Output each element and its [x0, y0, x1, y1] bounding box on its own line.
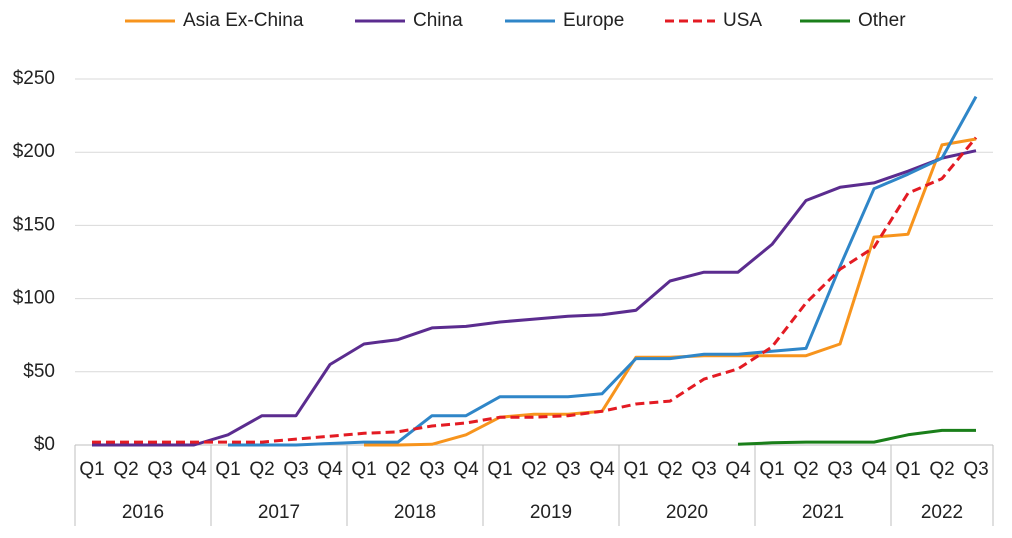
x-tick-label: Q3	[147, 459, 172, 480]
x-tick-label: Q2	[249, 459, 274, 480]
x-group-label: 2022	[921, 502, 963, 523]
x-group-label: 2021	[802, 502, 844, 523]
y-tick-label: $200	[13, 141, 55, 162]
x-tick-label: Q4	[317, 459, 343, 480]
x-tick-label: Q3	[283, 459, 308, 480]
x-tick-label: Q3	[963, 459, 988, 480]
x-tick-label: Q2	[521, 459, 546, 480]
x-tick-label: Q2	[793, 459, 818, 480]
series-line	[92, 149, 977, 447]
series-line	[737, 428, 976, 446]
x-tick-label: Q3	[555, 459, 580, 480]
x-tick-label: Q4	[725, 459, 751, 480]
y-tick-label: $150	[13, 214, 55, 235]
y-tick-label: $50	[23, 361, 55, 382]
x-tick-label: Q1	[759, 459, 784, 480]
x-tick-label: Q1	[351, 459, 376, 480]
x-group-label: 2018	[394, 502, 436, 523]
legend-label: USA	[723, 10, 762, 31]
x-tick-label: Q2	[657, 459, 682, 480]
legend-label: China	[413, 10, 463, 31]
x-tick-label: Q4	[181, 459, 207, 480]
x-group-label: 2017	[258, 502, 300, 523]
series-line	[228, 95, 978, 447]
y-tick-label: $100	[13, 288, 55, 309]
x-group-label: 2019	[530, 502, 572, 523]
x-group-label: 2016	[122, 502, 164, 523]
y-tick-label: $0	[34, 434, 55, 455]
x-tick-label: Q1	[215, 459, 240, 480]
x-tick-label: Q3	[827, 459, 852, 480]
x-group-label: 2020	[666, 502, 708, 523]
legend-label: Other	[858, 10, 906, 31]
x-tick-label: Q1	[79, 459, 104, 480]
x-tick-label: Q2	[385, 459, 410, 480]
x-tick-label: Q4	[453, 459, 479, 480]
x-tick-label: Q1	[487, 459, 512, 480]
x-tick-label: Q2	[113, 459, 138, 480]
y-tick-label: $250	[13, 68, 55, 89]
x-tick-label: Q3	[419, 459, 444, 480]
x-tick-label: Q2	[929, 459, 954, 480]
series-line	[92, 136, 978, 444]
x-tick-label: Q1	[623, 459, 648, 480]
x-tick-label: Q1	[895, 459, 920, 480]
x-tick-label: Q3	[691, 459, 716, 480]
legend-label: Asia Ex-China	[183, 10, 304, 31]
x-tick-label: Q4	[861, 459, 887, 480]
legend-label: Europe	[563, 10, 624, 31]
x-tick-label: Q4	[589, 459, 615, 480]
